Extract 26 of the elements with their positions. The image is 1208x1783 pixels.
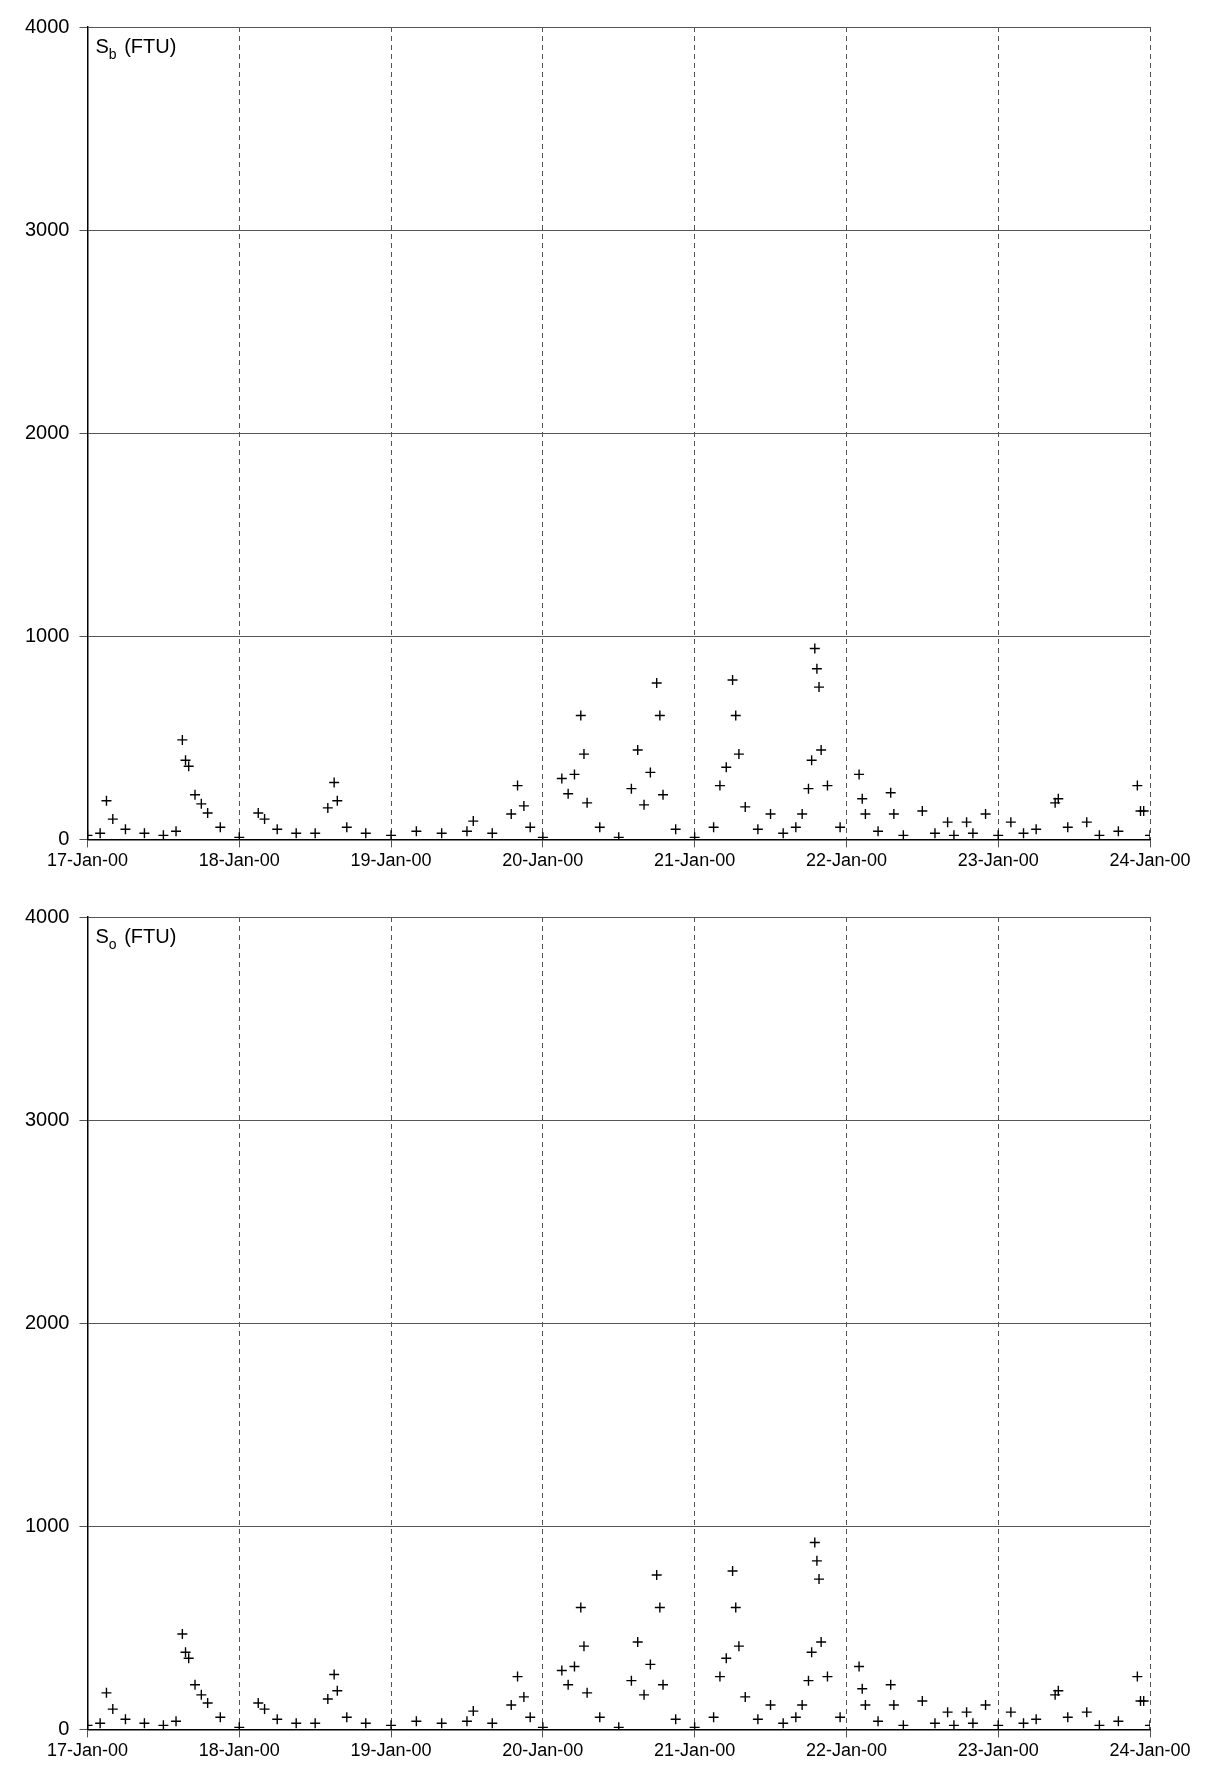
y-tick-label: 4000 (24, 904, 70, 927)
x-tick-label: 19-Jan-00 (350, 1740, 432, 1761)
y-tick-label: 2000 (24, 420, 70, 443)
y-tick-label: 2000 (24, 1310, 70, 1333)
x-tick-label: 18-Jan-00 (198, 850, 280, 871)
x-tick-label: 20-Jan-00 (502, 850, 584, 871)
y-tick-label: 3000 (24, 217, 70, 240)
x-tick-label: 22-Jan-00 (805, 850, 887, 871)
x-tick-label: 19-Jan-00 (350, 850, 432, 871)
y-tick-label: 1000 (24, 623, 70, 646)
x-tick-label: 24-Jan-00 (1109, 1740, 1191, 1761)
y-tick-label: 3000 (24, 1107, 70, 1130)
y-tick-label: 0 (58, 826, 70, 849)
x-tick-label: 17-Jan-00 (46, 850, 129, 871)
y-tick-label: 1000 (24, 1513, 70, 1536)
y-tick-label: 4000 (24, 14, 70, 37)
x-tick-label: 23-Jan-00 (957, 1740, 1039, 1761)
x-tick-label: 21-Jan-00 (654, 850, 736, 871)
x-tick-label: 22-Jan-00 (805, 1740, 887, 1761)
x-tick-label: 23-Jan-00 (957, 850, 1039, 871)
x-tick-label: 21-Jan-00 (654, 1740, 736, 1761)
x-tick-label: 24-Jan-00 (1109, 850, 1191, 871)
x-tick-label: 17-Jan-00 (46, 1740, 129, 1761)
x-tick-label: 20-Jan-00 (502, 1740, 584, 1761)
y-tick-label: 0 (58, 1716, 70, 1739)
x-tick-label: 18-Jan-00 (198, 1740, 280, 1761)
